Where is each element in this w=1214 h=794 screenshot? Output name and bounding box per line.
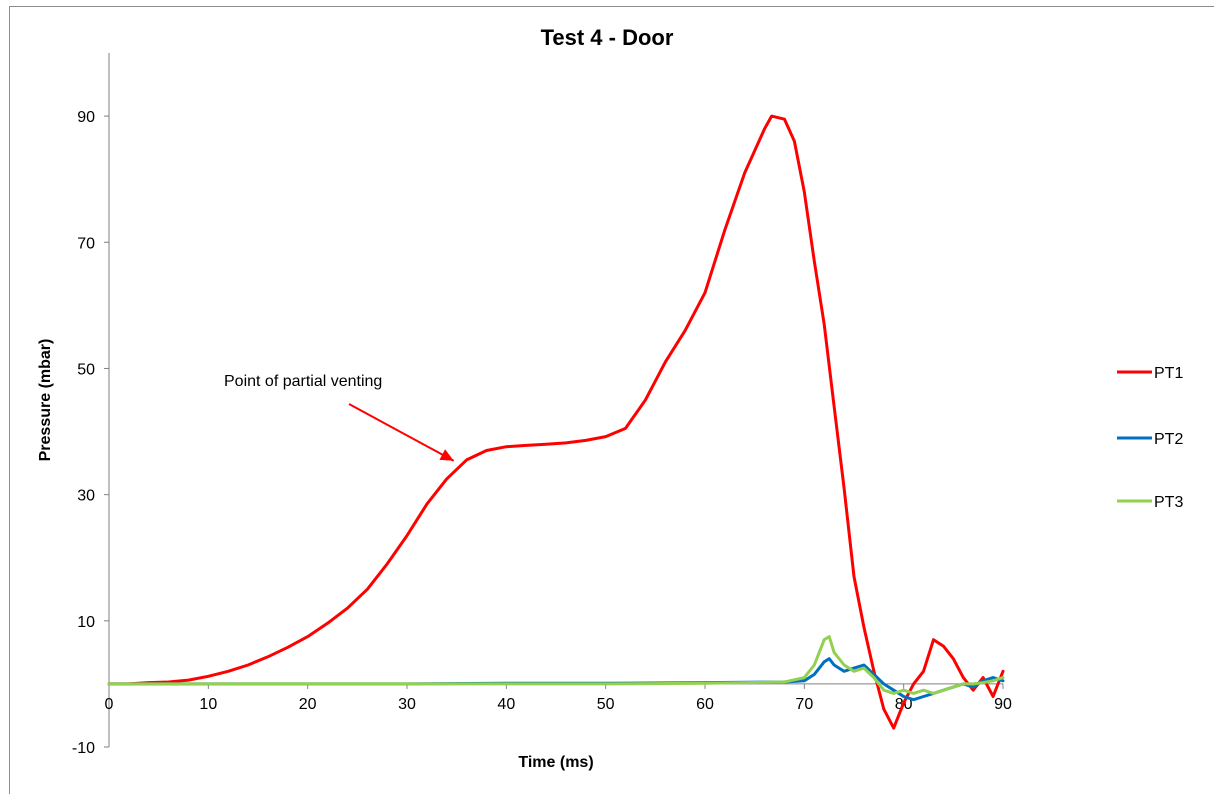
x-tick-label: 90	[994, 696, 1012, 713]
x-tick-label: 20	[299, 696, 317, 713]
x-tick-label: 40	[497, 696, 515, 713]
legend-label: PT3	[1154, 494, 1183, 511]
x-tick-label: 70	[795, 696, 813, 713]
annotation-text: Point of partial venting	[224, 373, 382, 390]
annotation-arrow-line	[348, 403, 455, 462]
y-tick-label: -10	[72, 740, 95, 757]
x-axis-label: Time (ms)	[518, 754, 593, 771]
legend-item-pt3: PT3	[1117, 494, 1183, 511]
series-line-pt3	[107, 635, 1005, 695]
y-tick-label: 90	[77, 109, 95, 126]
y-tick-label: 70	[77, 235, 95, 252]
y-tick-label: 10	[77, 614, 95, 631]
annotation-arrowhead	[439, 449, 454, 461]
x-tick-label: 60	[696, 696, 714, 713]
legend-label: PT2	[1154, 431, 1183, 448]
y-axis-label: Pressure (mbar)	[37, 339, 54, 462]
legend-item-pt2: PT2	[1117, 431, 1183, 448]
series-line-pt1	[107, 114, 1005, 730]
y-tick-label: 30	[77, 488, 95, 505]
x-tick-label: 30	[398, 696, 416, 713]
x-tick-label: 10	[199, 696, 217, 713]
y-tick-label: 50	[77, 361, 95, 378]
x-tick-label: 50	[597, 696, 615, 713]
legend: PT1 PT2 PT3	[1117, 365, 1183, 511]
chart-frame	[9, 6, 1214, 794]
chart-title: Test 4 - Door	[541, 25, 674, 50]
series-layer	[107, 114, 1005, 730]
legend-item-pt1: PT1	[1117, 365, 1183, 382]
series-line-pt2	[107, 657, 1005, 702]
x-tick-label: 0	[105, 696, 114, 713]
legend-label: PT1	[1154, 365, 1183, 382]
annotation-layer: Point of partial venting	[224, 373, 455, 462]
